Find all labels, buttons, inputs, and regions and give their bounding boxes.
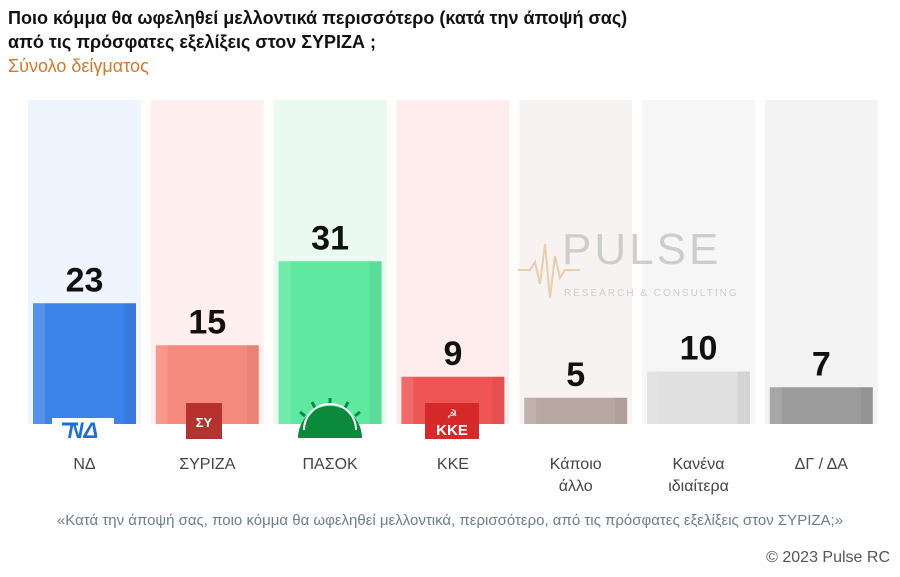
bar-highlight: [647, 371, 659, 424]
watermark-tagline: RESEARCH & CONSULTING: [564, 288, 739, 299]
bar-highlight: [769, 387, 782, 424]
bar-shade: [860, 387, 873, 424]
column-background: [642, 100, 755, 424]
bar-shade: [492, 376, 505, 424]
syriza-logo: ΣΥ: [186, 403, 222, 439]
bar: [769, 387, 873, 424]
pulse-watermark: PULSE RESEARCH & CONSULTING: [518, 225, 739, 299]
kke-hammer-sickle-icon: ☭: [447, 407, 458, 421]
value-label: 7: [812, 345, 831, 383]
bar-highlight: [401, 376, 414, 424]
column-backgrounds: [28, 100, 878, 424]
bar-highlight: [278, 261, 291, 424]
value-label: 23: [66, 261, 104, 299]
category-label: Κανένα: [672, 456, 724, 473]
category-label: ΣΥΡΙΖΑ: [179, 456, 235, 473]
bar-shade: [615, 397, 628, 424]
bar-shade: [124, 303, 136, 424]
category-label: Κάποιο: [550, 456, 602, 473]
category-label: ΔΓ / ΔΑ: [795, 456, 849, 473]
chart-title-line-1: Ποιο κόμμα θα ωφεληθεί μελλοντικά περισσ…: [8, 8, 628, 28]
category-label: ΠΑΣΟΚ: [302, 456, 358, 473]
party-logos: ΝΔ ΣΥ ☭ ΚΚΕ: [52, 398, 479, 443]
pulse-wave-icon: [518, 243, 580, 299]
kke-logo: ☭ ΚΚΕ: [425, 403, 479, 439]
column-background: [396, 100, 510, 424]
bar-shade: [246, 345, 259, 424]
bar-highlight: [33, 303, 45, 424]
value-label: 10: [680, 330, 718, 368]
kke-logo-text: ΚΚΕ: [436, 422, 468, 439]
bar: [278, 261, 382, 424]
watermark-brand: PULSE: [562, 225, 721, 274]
bar: [647, 371, 750, 424]
bar-highlight: [524, 397, 537, 424]
category-label: ιδιαίτερα: [668, 478, 729, 495]
copyright-notice: © 2023 Pulse RC: [766, 549, 890, 566]
category-label: ΚΚΕ: [437, 456, 469, 473]
nd-logo-text: ΝΔ: [68, 418, 99, 443]
pasok-sun-logo: [298, 398, 362, 438]
category-label: άλλο: [559, 478, 593, 495]
category-labels: ΝΔ ΣΥΡΙΖΑ ΠΑΣΟΚ ΚΚΕ Κάποιο άλλο Κανένα ιδιαίτερ…: [73, 456, 848, 495]
chart-title-line-2: από τις πρόσφατες εξελίξεις στον ΣΥΡΙΖΑ …: [8, 32, 377, 52]
chart-title: Ποιο κόμμα θα ωφεληθεί μελλοντικά περισσ…: [8, 6, 627, 54]
column-background: [519, 100, 633, 424]
question-caption: «Κατά την άποψή σας, ποιο κόμμα θα ωφελη…: [56, 512, 844, 529]
bar-shade: [369, 261, 382, 424]
value-labels: 23 15 31 9 5 10 7: [66, 219, 831, 394]
bar-highlight: [155, 345, 168, 424]
value-label: 5: [566, 356, 585, 394]
category-label: ΝΔ: [73, 456, 96, 473]
bar-shade: [738, 371, 750, 424]
value-label: 15: [188, 303, 226, 341]
value-label: 31: [311, 219, 349, 257]
bar: [33, 303, 136, 424]
syriza-logo-mark: ΣΥ: [196, 415, 213, 430]
nd-logo: ΝΔ: [52, 418, 114, 443]
value-label: 9: [443, 335, 462, 373]
column-background: [764, 100, 878, 424]
bar: [524, 397, 628, 424]
chart-subtitle: Σύνολο δείγματος: [8, 56, 149, 76]
